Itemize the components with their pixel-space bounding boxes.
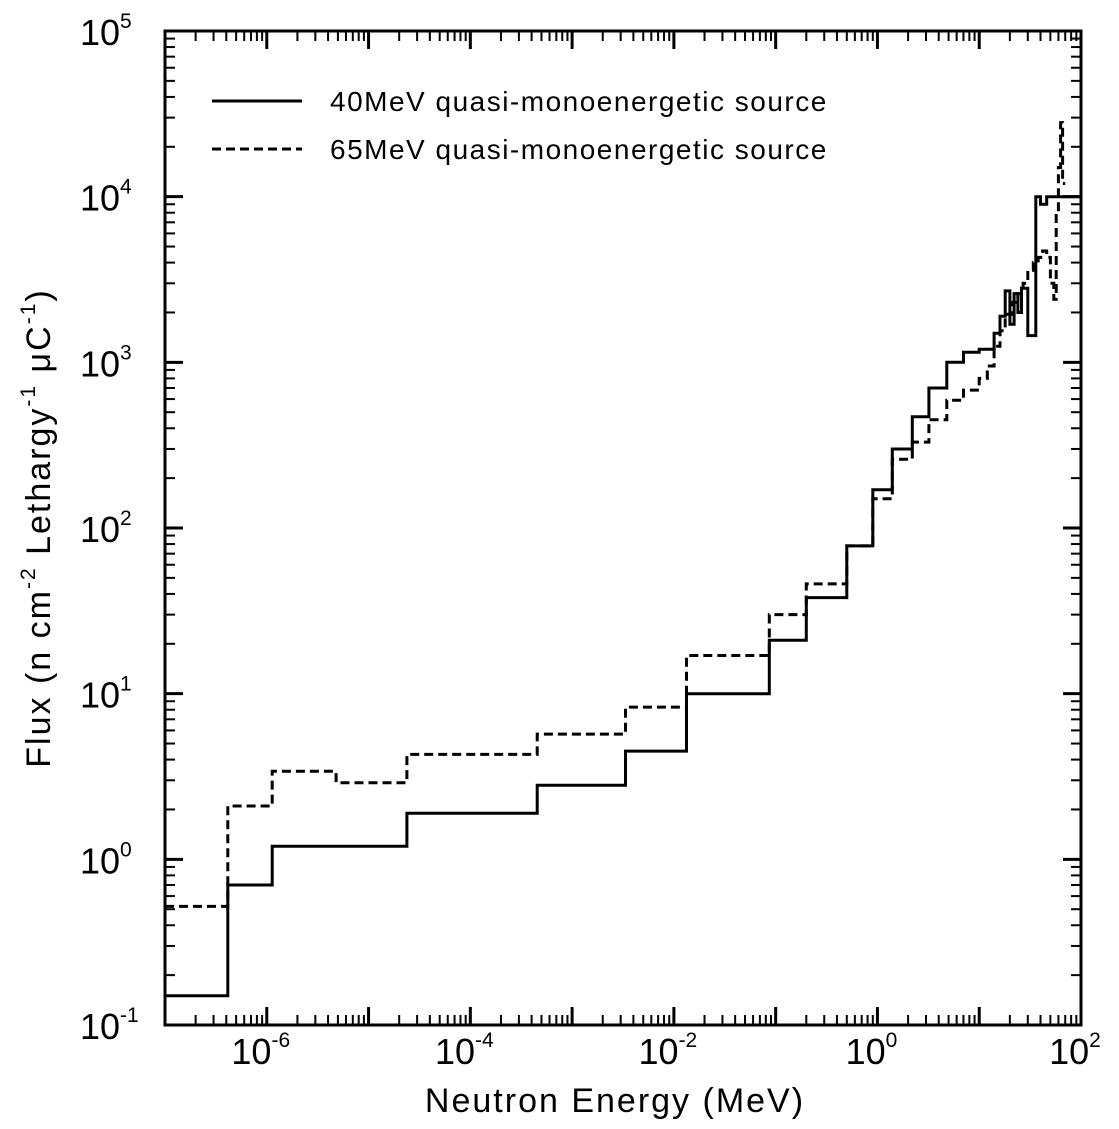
y-tick-label: 101	[80, 673, 132, 716]
y-tick-label: 104	[80, 176, 132, 219]
y-tick-label: 102	[80, 507, 132, 550]
y-tick-label: 10-1	[80, 1004, 139, 1047]
x-axis-title: Neutron Energy (MeV)	[425, 1082, 805, 1120]
y-tick-label: 103	[80, 341, 132, 384]
x-tick-label: 10-6	[231, 1029, 290, 1072]
y-tick-label: 100	[80, 838, 132, 881]
legend: 40MeV quasi-monoenergetic source 65MeV qu…	[212, 86, 828, 165]
series-65mev-line	[165, 121, 1066, 908]
x-tick-label: 10-4	[435, 1029, 494, 1072]
legend-label: 40MeV quasi-monoenergetic source	[330, 86, 828, 117]
y-axis-title: Flux (n cm-2 Lethargy-1 μC-1)	[17, 288, 58, 767]
legend-label: 65MeV quasi-monoenergetic source	[330, 134, 828, 165]
series-40mev-line	[165, 195, 1081, 998]
axis-ticks	[163, 31, 1081, 1027]
x-tick-label: 100	[846, 1029, 898, 1072]
x-tick-label: 10-2	[639, 1029, 698, 1072]
series-layer	[165, 121, 1081, 998]
y-tick-label: 105	[80, 10, 132, 53]
plot-frame	[163, 29, 1083, 1027]
axis-tick-labels: 10-6 10-4 10-2 100 102 10-1 100 101 102 103 104 105	[80, 10, 1101, 1072]
x-tick-label: 102	[1049, 1029, 1101, 1072]
